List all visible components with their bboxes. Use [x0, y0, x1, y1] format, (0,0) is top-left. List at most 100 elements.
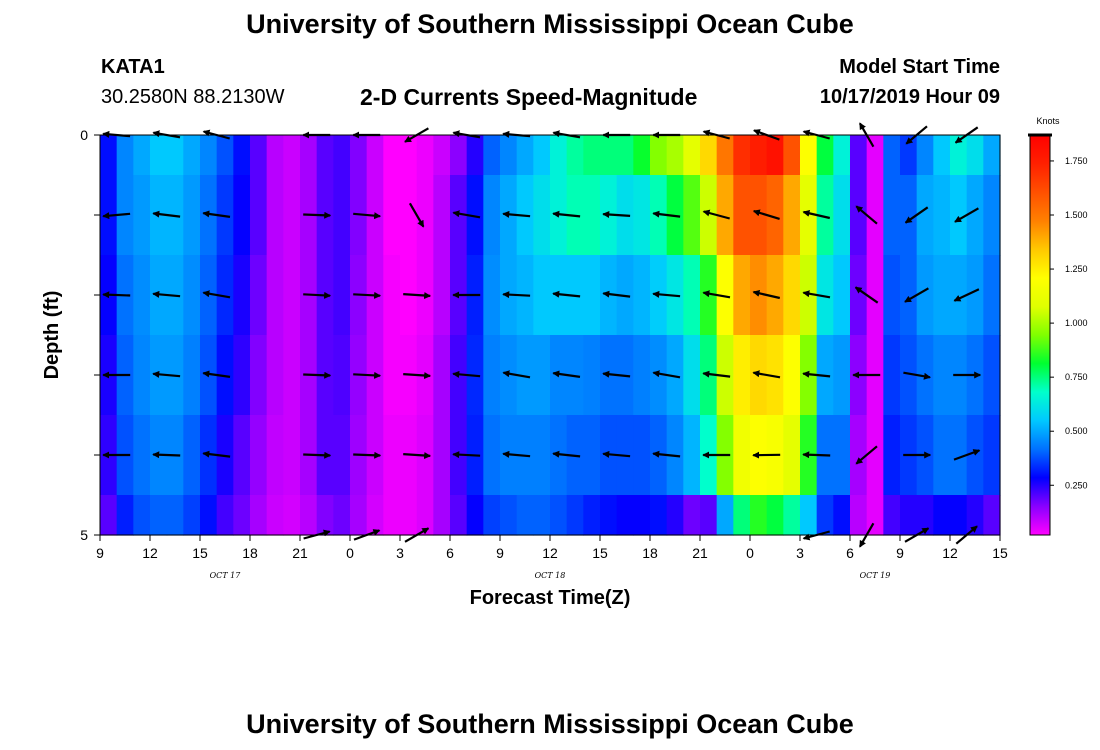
heatmap-cell [433, 175, 451, 256]
heatmap-cell [816, 175, 834, 256]
heatmap-cell [166, 495, 184, 536]
heatmap-cell [550, 495, 568, 536]
heatmap-cell [400, 495, 418, 536]
heatmap-cell [400, 175, 418, 256]
x-tick-label: 3 [796, 545, 804, 561]
heatmap-cell [116, 135, 134, 176]
current-vector [502, 291, 531, 299]
x-tick-label: 0 [346, 545, 354, 561]
heatmap-cell [933, 415, 951, 496]
heatmap-cell [750, 135, 768, 176]
current-vector [752, 209, 780, 220]
heatmap-cell [383, 495, 401, 536]
heatmap-cell [950, 135, 968, 176]
heatmap-cell [333, 335, 351, 416]
current-vector [602, 450, 631, 458]
heatmap-cell [383, 255, 401, 336]
heatmap-cell [233, 415, 251, 496]
heatmap-cell [983, 335, 1001, 416]
heatmap-cell [266, 335, 284, 416]
heatmap-cell [716, 255, 734, 336]
chart-axes: 9 12 15 18 21 0 3 6 9 12 15 18 21 0 3 6 9 12 15 OCT 17 OCT 1… [80, 127, 1008, 580]
heatmap-cell [933, 135, 951, 176]
heatmap-cell [683, 135, 701, 176]
current-vector [552, 450, 581, 458]
heatmap-cell [666, 135, 684, 176]
heatmap-cell [533, 255, 551, 336]
heatmap-cell [250, 415, 268, 496]
current-vector [652, 290, 681, 298]
heatmap-cell [233, 135, 251, 176]
heatmap-cell [466, 495, 484, 536]
x-tick-label: 18 [242, 545, 258, 561]
current-vector [403, 372, 432, 379]
current-vector [408, 202, 425, 228]
heatmap-cell [200, 495, 218, 536]
heatmap-cell [416, 135, 434, 176]
heatmap-cell [833, 335, 851, 416]
current-vector [652, 370, 681, 379]
heatmap-cell [950, 415, 968, 496]
current-vector [102, 291, 131, 299]
heatmap-cell [600, 135, 618, 176]
heatmap-cell [683, 175, 701, 256]
heatmap-cell [783, 175, 801, 256]
current-vector [854, 286, 879, 304]
heatmap-cell [550, 135, 568, 176]
current-vector [502, 370, 531, 379]
current-vector [904, 287, 929, 303]
heatmap-cell [850, 175, 868, 256]
heatmap-cell [266, 175, 284, 256]
current-vector [552, 370, 581, 378]
heatmap-cell [783, 135, 801, 176]
x-tick-label: 21 [292, 545, 308, 561]
heatmap-cell [883, 335, 901, 416]
current-vector [353, 291, 382, 299]
heatmap-cell [483, 495, 501, 536]
heatmap-cell [116, 495, 134, 536]
heatmap-cell [483, 175, 501, 256]
heatmap-cell [333, 255, 351, 336]
heatmap-cell [216, 495, 234, 536]
heatmap-cell [733, 135, 751, 176]
heatmap-cell [966, 415, 984, 496]
current-vector [855, 205, 878, 225]
heatmap-cell [833, 495, 851, 536]
heatmap-cell [533, 175, 551, 256]
current-vector [802, 290, 831, 299]
y-axis-title: Depth (ft) [41, 291, 63, 380]
heatmap-cell [483, 135, 501, 176]
heatmap-cell [350, 495, 368, 536]
heatmap-cell [816, 495, 834, 536]
heatmap-cell [233, 255, 251, 336]
heatmap-cell [700, 135, 718, 176]
x-tick-label: 15 [592, 545, 608, 561]
heatmap-cell [750, 495, 768, 536]
heatmap-cell [283, 175, 301, 256]
heatmap-cell [933, 175, 951, 256]
heatmap-cell [433, 495, 451, 536]
heatmap-cell [183, 335, 201, 416]
heatmap-cell [816, 255, 834, 336]
heatmap-cell [783, 335, 801, 416]
heatmap-cells [100, 135, 1001, 536]
colorbar: 0.250 0.500 0.750 1.000 1.250 1.500 1.750 [1028, 133, 1088, 536]
current-vector [652, 210, 681, 218]
heatmap-cell [266, 255, 284, 336]
heatmap-cell [383, 135, 401, 176]
model-start-label: Model Start Time [839, 56, 1000, 78]
current-vector [152, 370, 181, 378]
heatmap-cell [133, 495, 151, 536]
heatmap-cell [316, 495, 334, 536]
heatmap-cell [766, 255, 784, 336]
heatmap-cell [283, 495, 301, 536]
heatmap-cell [883, 175, 901, 256]
heatmap-cell [883, 495, 901, 536]
heatmap-cell [683, 335, 701, 416]
heatmap-cell [966, 495, 984, 536]
heatmap-cell [450, 135, 468, 176]
heatmap-cell [950, 175, 968, 256]
heatmap-cell [166, 135, 184, 176]
heatmap-cell [900, 135, 918, 176]
station-name: KATA1 [101, 56, 165, 78]
